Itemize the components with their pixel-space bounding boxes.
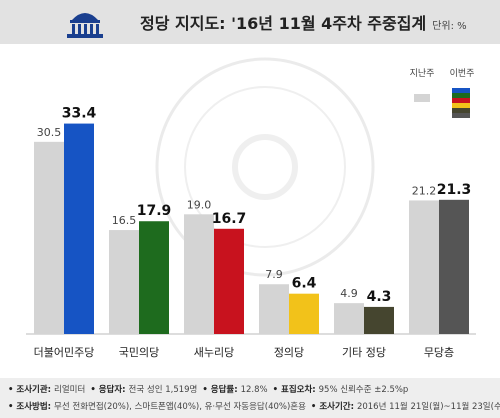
footer-item: • 조사방법: 무선 전화면접(20%), 스마트폰앱(40%), 유·무선 자… (8, 402, 306, 412)
data-label-prev-2: 19.0 (187, 198, 212, 211)
page-title: 정당 지지도: '16년 11월 4주차 주중집계 단위: % (140, 10, 467, 34)
data-label-curr-4: 4.3 (367, 289, 392, 305)
data-label-curr-0: 33.4 (62, 106, 97, 122)
data-label-prev-1: 16.5 (112, 214, 137, 227)
legend-label-curr: 이번주 (450, 68, 475, 79)
legend-swatch-curr-2 (452, 98, 470, 103)
legend-swatch-prev (414, 94, 430, 102)
data-label-curr-5: 21.3 (437, 182, 472, 198)
data-label-curr-2: 16.7 (212, 211, 247, 227)
footer-item: • 조사기관: 리얼미터 (8, 385, 85, 395)
bar-curr-3 (289, 293, 319, 334)
footer-item-value: 95% 신뢰수준 ±2.5%p (318, 385, 409, 395)
bar-curr-2 (214, 228, 244, 334)
footer-item-label: • 표집오차: (272, 385, 319, 395)
header-bar: 정당 지지도: '16년 11월 4주차 주중집계 단위: % (0, 0, 500, 44)
bar-prev-5 (409, 200, 439, 334)
unit-label: 단위: % (432, 21, 467, 32)
legend-swatch-curr-5 (452, 113, 470, 118)
footer-item-label: • 응답률: (202, 385, 241, 395)
category-label-2: 새누리당 (194, 346, 234, 359)
data-label-curr-1: 17.9 (137, 203, 172, 219)
bar-prev-0 (34, 141, 64, 334)
footer-item: • 조사기간: 2016년 11월 21일(월)~11월 23일(수) (311, 402, 500, 412)
footer-item-label: • 조사기간: (310, 402, 357, 412)
bar-curr-0 (64, 123, 94, 334)
bar-prev-3 (259, 284, 289, 334)
category-label-1: 국민의당 (119, 346, 159, 359)
legend-label-prev: 지난주 (410, 68, 435, 79)
bar-curr-5 (439, 199, 469, 334)
category-label-4: 기타 정당 (342, 346, 386, 359)
bar-prev-2 (184, 214, 214, 334)
chart-title: 정당 지지도: '16년 11월 4주차 주중집계 (140, 14, 427, 33)
footer-item-label: • 응답자: (90, 385, 129, 395)
footer-item-value: 12.8% (240, 385, 268, 395)
footer-item: • 응답률: 12.8% (202, 385, 267, 395)
bar-curr-1 (139, 221, 169, 334)
legend-swatch-curr-3 (452, 103, 470, 108)
data-label-prev-0: 30.5 (37, 126, 62, 139)
footer-item-label: • 조사기관: (8, 385, 55, 395)
bar-prev-1 (109, 230, 139, 334)
footer-item-value: 리얼미터 (54, 385, 86, 395)
national-assembly-logo-icon (67, 13, 103, 38)
data-label-prev-5: 21.2 (412, 184, 437, 197)
survey-info-footer: • 조사기관: 리얼미터 • 응답자: 전국 성인 1,519명 • 응답률: 12… (0, 378, 500, 418)
category-label-3: 정의당 (274, 346, 304, 359)
legend-swatch-curr-4 (452, 108, 470, 113)
legend-swatch-curr-1 (452, 93, 470, 98)
footer-line-1: • 조사기관: 리얼미터 • 응답자: 전국 성인 1,519명 • 응답률: 12… (8, 383, 408, 395)
category-label-5: 무당층 (424, 346, 454, 359)
footer-item-label: • 조사방법: (8, 402, 55, 412)
footer-item-value: 2016년 11월 21일(월)~11월 23일(수) (356, 402, 500, 412)
bar-prev-4 (334, 303, 364, 334)
footer-item-value: 전국 성인 1,519명 (128, 385, 198, 395)
data-label-curr-3: 6.4 (292, 276, 317, 292)
category-label-0: 더불어민주당 (34, 346, 95, 359)
footer-item-value: 무선 전화면접(20%), 스마트폰앱(40%), 유·무선 자동응답(40%)… (54, 402, 306, 412)
footer-item: • 응답자: 전국 성인 1,519명 (90, 385, 197, 395)
data-label-prev-3: 7.9 (265, 268, 283, 281)
legend-swatch-curr-0 (452, 88, 470, 93)
bar-chart: 지난주 이번주 30.533.4 더불어민주당 16.517.9 국민의당 19.016.7… (26, 68, 476, 359)
data-label-prev-4: 4.9 (340, 287, 358, 300)
footer-item: • 표집오차: 95% 신뢰수준 ±2.5%p (273, 385, 409, 395)
footer-line-2: • 조사방법: 무선 전화면접(20%), 스마트폰앱(40%), 유·무선 자… (8, 400, 500, 412)
bar-curr-4 (364, 306, 394, 334)
